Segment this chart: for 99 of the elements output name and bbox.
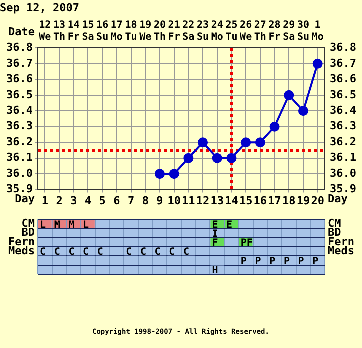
x2-tick-label: 25 Tu xyxy=(226,20,238,43)
x2-tick-label: 13 Th xyxy=(54,20,66,43)
x-tick-label: 1 xyxy=(42,194,49,208)
text: P xyxy=(255,256,262,268)
x-tick-label: 15 xyxy=(239,194,253,208)
text: L xyxy=(83,220,90,231)
text: C xyxy=(154,247,161,258)
y2-tick-label: 36.8 xyxy=(330,41,356,54)
y2-tick-label: 36.7 xyxy=(330,56,356,70)
text: C xyxy=(140,247,146,258)
x2-tick-label: 22 Sa xyxy=(182,20,195,43)
y-tick-label: 36.5 xyxy=(6,88,33,102)
x2-tick-label: 27 Th xyxy=(254,20,266,43)
point xyxy=(226,153,237,164)
y-tick-label: 36.4 xyxy=(6,104,34,117)
x2-tick-label: 16 Su xyxy=(96,20,109,43)
x2-tick-label: 18 Tu xyxy=(125,20,138,43)
x-tick-label: 19 xyxy=(296,194,310,208)
text: C xyxy=(126,247,132,258)
text: E xyxy=(212,220,218,231)
x2-tick-label: 19 We xyxy=(140,20,152,43)
point xyxy=(255,138,266,148)
x-tick-label: 18 xyxy=(282,194,296,208)
text: C xyxy=(83,247,90,258)
x2-tick-label: 1 Mo xyxy=(312,20,324,43)
x2-tick-label: 24 Mo xyxy=(211,20,224,43)
x-tick-label: 11 xyxy=(182,194,196,208)
x-tick-label: 16 xyxy=(254,194,268,208)
text: C xyxy=(68,247,75,258)
text: M xyxy=(54,220,60,231)
text: PF xyxy=(240,238,253,250)
text: F xyxy=(212,238,218,250)
point xyxy=(212,153,222,164)
x-tick-label: 5 xyxy=(99,194,106,208)
y-tick-label: 36.1 xyxy=(6,151,34,164)
text: L xyxy=(40,220,46,231)
x-tick-label: 2 xyxy=(56,194,63,208)
x2-tick-label: 30 Su xyxy=(297,20,310,43)
x2-tick-label: 23 Su xyxy=(197,20,210,43)
y2-tick-label: 36.6 xyxy=(330,72,357,86)
point xyxy=(241,138,252,148)
x2-tick-label: 20 Th xyxy=(154,20,166,43)
x-tick-label: 4 xyxy=(84,194,92,208)
text: C xyxy=(54,247,60,258)
text: C xyxy=(40,247,46,258)
chart-title: Sep 12, 2007 xyxy=(0,1,80,14)
text: I xyxy=(212,228,218,240)
x-tick-label: 3 xyxy=(70,194,78,208)
point xyxy=(198,138,208,148)
text: M xyxy=(68,220,75,231)
text: H xyxy=(212,265,218,276)
x-tick-label: 13 xyxy=(210,194,224,208)
x-tick-label: 12 xyxy=(196,194,210,208)
x2-axis-title: Date xyxy=(8,26,36,39)
text: C xyxy=(184,247,190,258)
x-tick-label: 14 xyxy=(225,194,239,208)
point xyxy=(284,90,294,100)
x2-tick-label: 15 Sa xyxy=(82,20,94,43)
x-tick-label: 10 xyxy=(168,194,181,208)
y2-tick-label: 36.1 xyxy=(330,151,357,164)
text: C xyxy=(97,247,104,258)
x-tick-label: 9 xyxy=(156,194,164,208)
text: P xyxy=(312,256,319,268)
point xyxy=(169,169,180,180)
text: P xyxy=(298,256,304,268)
y-tick-label: 36.3 xyxy=(6,120,33,133)
text: C xyxy=(169,247,176,258)
text: P xyxy=(240,256,247,268)
x2-tick-label: 29 Sa xyxy=(283,20,296,43)
x2-tick-label: 21 Fr xyxy=(168,20,180,43)
text: E xyxy=(226,220,233,231)
point xyxy=(270,122,280,132)
x-tick-label: 8 xyxy=(142,194,149,208)
y2-tick-label: 36.2 xyxy=(330,135,356,148)
x-tick-label: 20 xyxy=(311,194,324,208)
text: P xyxy=(270,256,276,268)
text: P xyxy=(284,256,290,268)
point xyxy=(312,58,323,69)
x2-tick-label: 28 Fr xyxy=(268,20,281,43)
x-tick-label: 17 xyxy=(268,194,282,208)
y-tick-label: BD xyxy=(22,226,36,240)
y-tick-label: 36.7 xyxy=(6,56,33,70)
x2-tick-label: 17 Mo xyxy=(110,20,123,43)
y2-tick-label: 36.4 xyxy=(330,104,357,117)
x-tick-label: 7 xyxy=(128,194,135,208)
point xyxy=(298,106,308,116)
y2-tick-label: 36.5 xyxy=(330,88,356,102)
y2-tick-label: 36.3 xyxy=(330,120,356,133)
x-tick-label: 6 xyxy=(114,194,121,208)
y2-tick-label: 36.0 xyxy=(330,166,356,180)
point xyxy=(154,169,165,180)
point xyxy=(184,153,194,164)
y-tick-label: 36.8 xyxy=(6,41,33,54)
y-tick-label: 36.0 xyxy=(6,166,33,180)
y-tick-label: 36.2 xyxy=(6,135,33,148)
x2-tick-label: 12 We xyxy=(39,20,52,43)
y-tick-label: 36.6 xyxy=(6,72,34,86)
x2-tick-label: 26 We xyxy=(240,20,252,43)
x2-tick-label: 14 Fr xyxy=(68,20,80,43)
